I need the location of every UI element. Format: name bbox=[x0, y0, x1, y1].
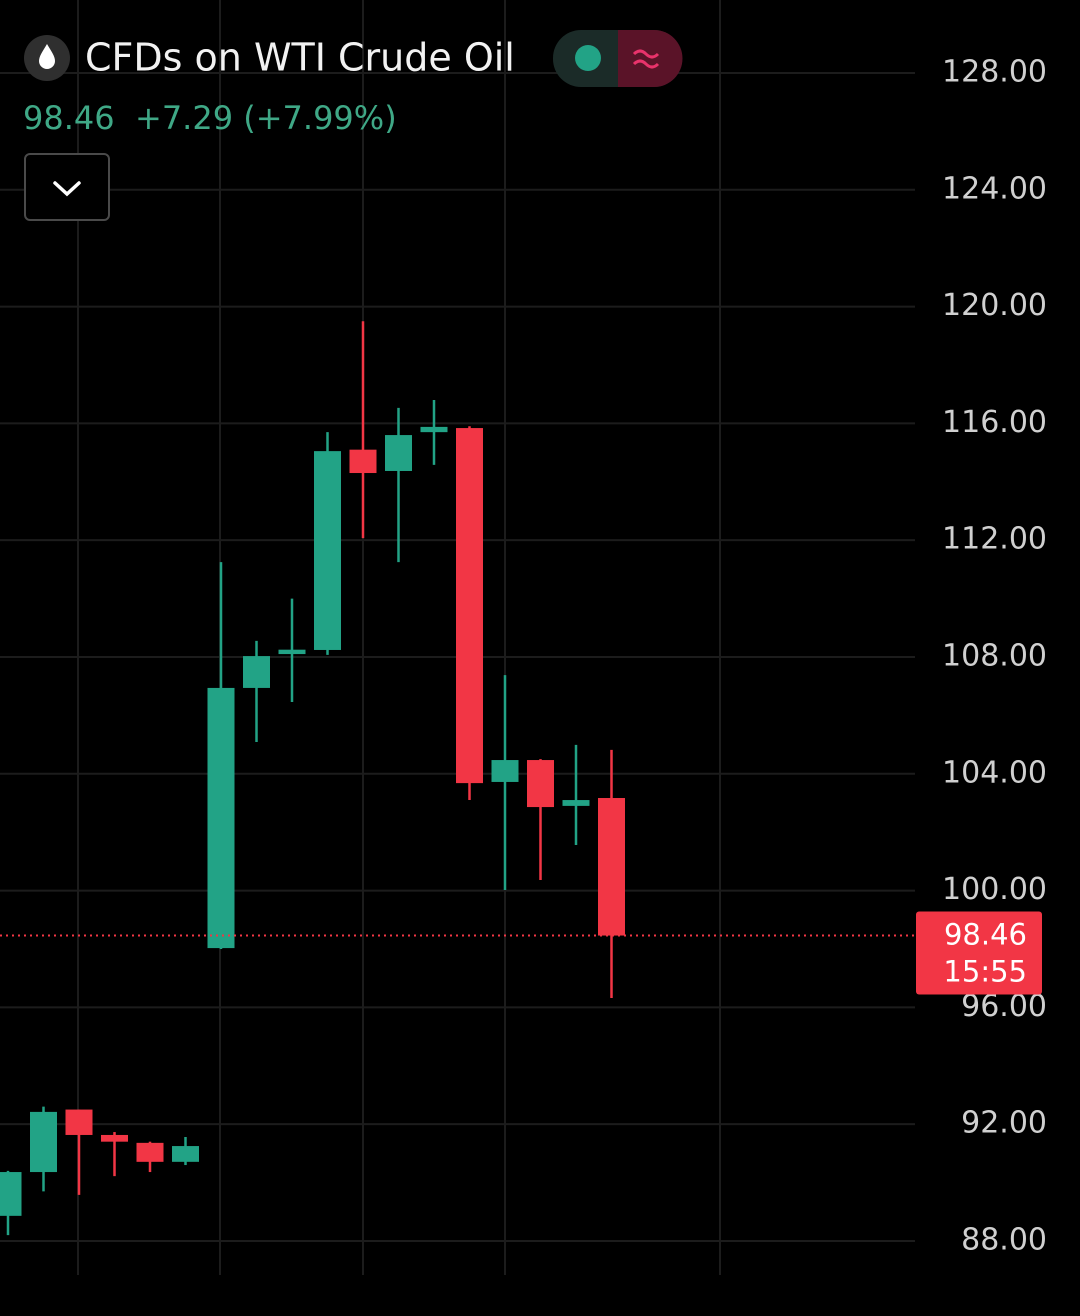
candle-body bbox=[456, 428, 483, 784]
symbol-title: CFDs on WTI Crude Oil bbox=[85, 36, 515, 80]
y-tick-label: 124.00 bbox=[942, 171, 1047, 206]
candle-body bbox=[243, 656, 270, 688]
candle-body bbox=[491, 760, 519, 782]
drop-icon bbox=[39, 44, 55, 69]
candle-body bbox=[101, 1134, 128, 1142]
y-tick-label: 100.00 bbox=[942, 872, 1047, 907]
candle-body bbox=[562, 800, 590, 806]
dropdown-button[interactable] bbox=[24, 153, 110, 221]
candle-body bbox=[385, 435, 412, 471]
candle-body bbox=[598, 798, 625, 936]
y-tick-label: 96.00 bbox=[961, 989, 1047, 1024]
y-tick-label: 120.00 bbox=[942, 288, 1047, 323]
y-tick-label: 104.00 bbox=[942, 755, 1047, 790]
y-tick-label: 88.00 bbox=[961, 1222, 1047, 1257]
last-price-badge bbox=[916, 911, 1042, 995]
status-pill-right bbox=[618, 30, 683, 87]
plot: 88.00 92.00 96.00 100.00 104.00 108.00 112.00 1… bbox=[0, 54, 1047, 1257]
time-grid bbox=[77, 0, 721, 1275]
y-tick-label: 112.00 bbox=[942, 522, 1047, 557]
delay-icon bbox=[632, 49, 660, 69]
y-tick-label: 128.00 bbox=[942, 54, 1047, 89]
candle-body bbox=[136, 1142, 164, 1162]
last-price: 98.46 bbox=[23, 99, 115, 137]
candle-body bbox=[172, 1146, 199, 1162]
price-change: +7.29 (+7.99%) bbox=[135, 99, 397, 137]
candle-body bbox=[420, 426, 448, 433]
chevron-icon bbox=[53, 181, 81, 197]
candle-body bbox=[30, 1111, 57, 1173]
y-tick-label: 108.00 bbox=[942, 638, 1047, 673]
market-open-dot bbox=[575, 45, 601, 71]
candle-body bbox=[314, 451, 341, 650]
last-price-label: 98.46 bbox=[944, 918, 1027, 952]
candle-body bbox=[65, 1109, 93, 1135]
candle-body bbox=[207, 687, 235, 949]
candle-body bbox=[278, 649, 306, 655]
y-tick-label: 116.00 bbox=[942, 405, 1047, 440]
countdown-label: 15:55 bbox=[943, 955, 1027, 989]
candle-body bbox=[527, 760, 554, 808]
candle-body bbox=[0, 1172, 22, 1216]
candle-body bbox=[349, 449, 377, 474]
y-tick-label: 92.00 bbox=[961, 1106, 1047, 1141]
